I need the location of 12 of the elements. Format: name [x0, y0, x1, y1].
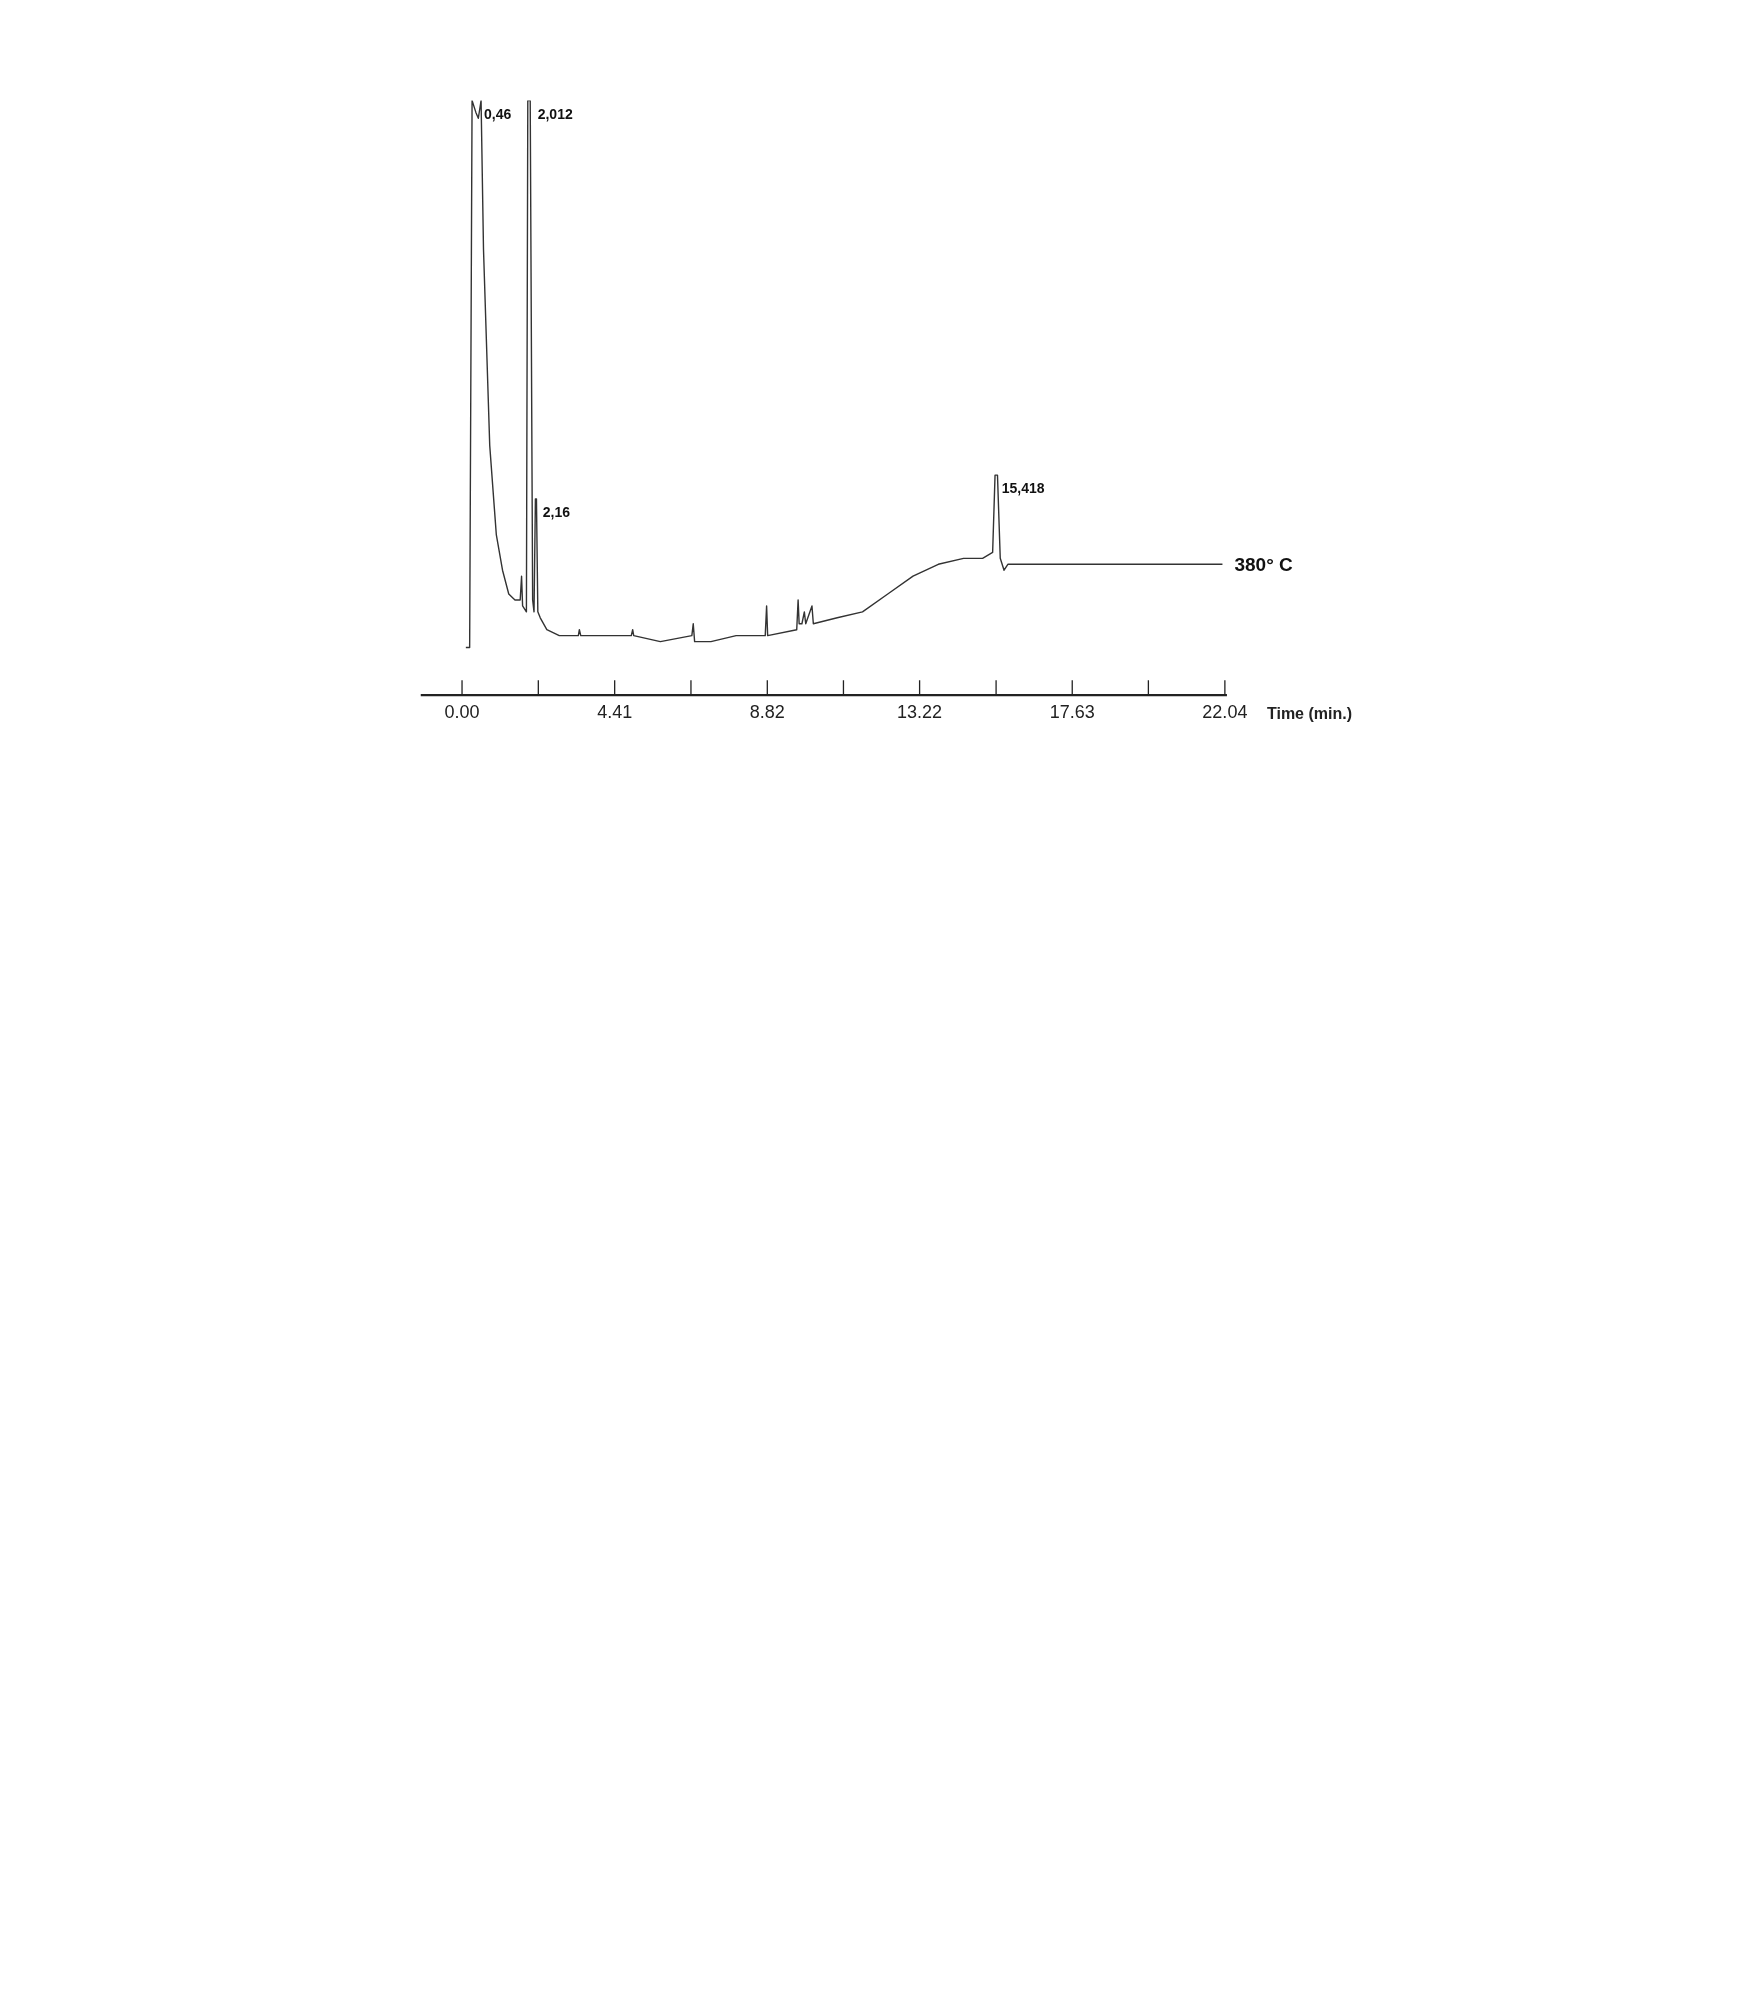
- annotation: 2,012: [537, 105, 573, 122]
- x-tick-label: 13.22: [897, 702, 943, 723]
- x-tick-label: 4.41: [597, 702, 633, 723]
- x-tick-label: 17.63: [1049, 702, 1095, 723]
- x-axis-title: Time (min.): [1266, 705, 1352, 723]
- x-tick-label: 8.82: [749, 702, 785, 723]
- annotation: 2,16: [542, 503, 571, 520]
- annotation: 15,418: [1001, 480, 1045, 497]
- annotation: 0,46: [483, 105, 512, 122]
- annotation: 380° C: [1234, 553, 1294, 575]
- x-tick-label: 0.00: [444, 702, 480, 723]
- x-tick-label: 22.04: [1202, 702, 1248, 723]
